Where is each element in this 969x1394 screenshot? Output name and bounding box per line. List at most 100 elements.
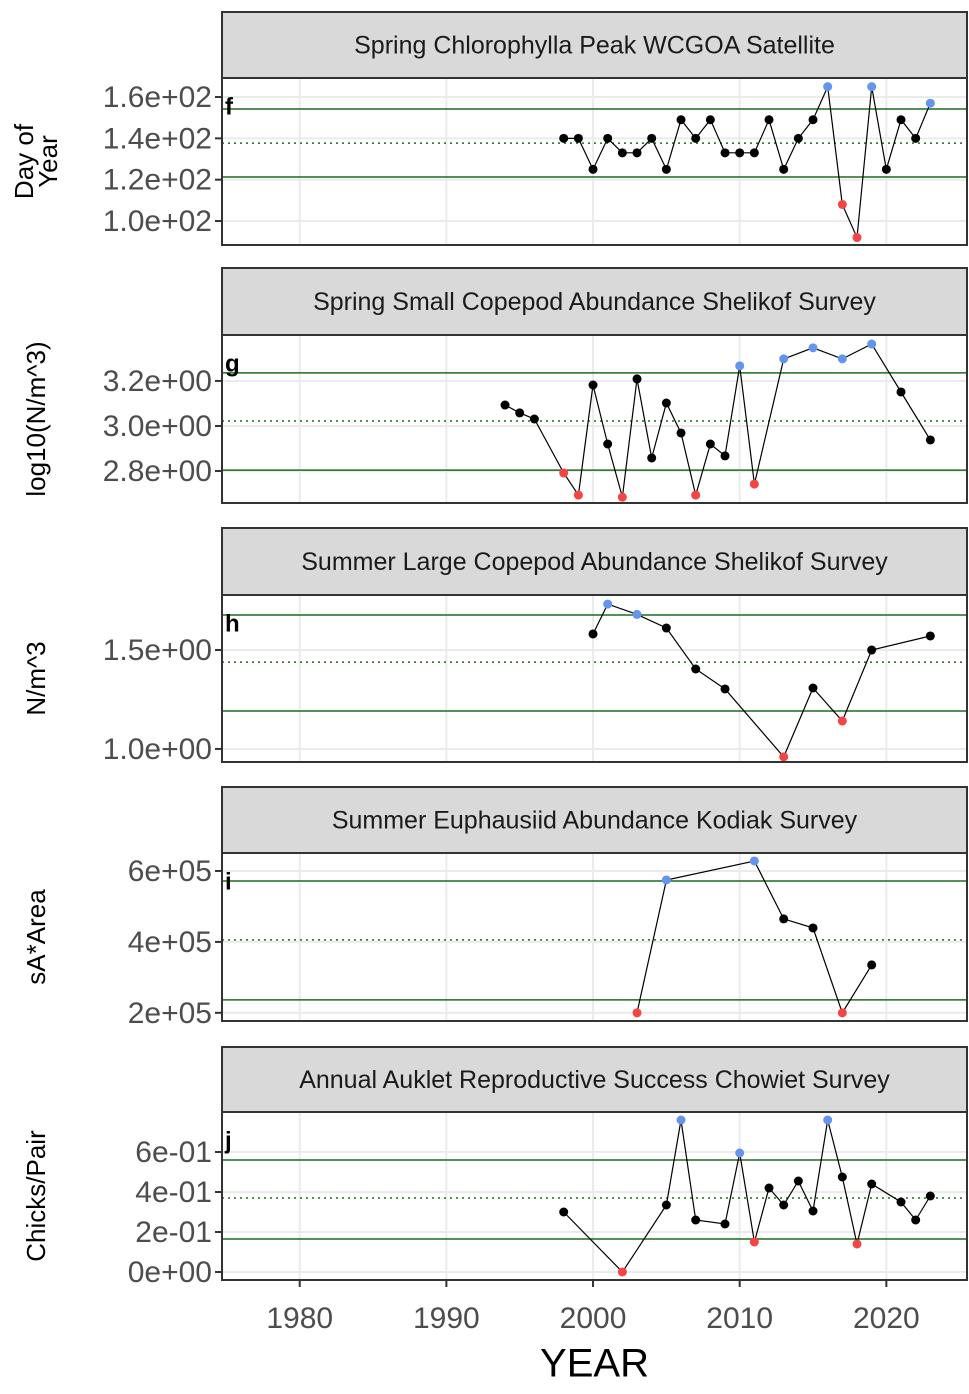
y-tick-label: 1.2e+02 xyxy=(103,164,212,197)
data-point xyxy=(808,923,818,933)
data-point xyxy=(823,1115,833,1125)
y-axis-label: Year xyxy=(33,135,63,188)
y-tick-label: 2e-01 xyxy=(135,1216,212,1249)
data-point xyxy=(691,1215,701,1225)
data-point xyxy=(793,133,803,143)
y-tick-label: 1.5e+00 xyxy=(103,634,212,667)
data-point xyxy=(676,115,686,125)
data-point xyxy=(603,439,613,449)
panel-annotation: h xyxy=(225,610,240,637)
data-point xyxy=(661,1200,671,1210)
y-tick-label: 6e-01 xyxy=(135,1136,212,1169)
panel-border xyxy=(221,334,968,504)
data-point xyxy=(588,629,598,639)
data-point xyxy=(896,115,906,125)
data-point xyxy=(705,115,715,125)
data-point xyxy=(720,684,730,694)
data-point xyxy=(632,148,642,158)
facet-title: Summer Large Copepod Abundance Shelikof … xyxy=(301,548,888,576)
x-axis-label: YEAR xyxy=(540,1342,649,1386)
data-point xyxy=(779,164,789,174)
data-point xyxy=(691,664,701,674)
data-point xyxy=(837,199,847,209)
y-tick-label: 2.8e+00 xyxy=(103,455,212,488)
x-tick-label: 2020 xyxy=(853,1302,920,1335)
data-point xyxy=(529,414,539,424)
data-point xyxy=(749,856,759,866)
y-tick-label: 4e+05 xyxy=(128,926,212,959)
data-point xyxy=(632,609,642,619)
data-point xyxy=(867,1179,877,1189)
data-point xyxy=(749,479,759,489)
panel-background xyxy=(222,78,967,245)
y-tick-label: 4e-01 xyxy=(135,1176,212,1209)
data-point xyxy=(764,1183,774,1193)
data-point xyxy=(559,1207,569,1217)
y-axis-label: sA*Area xyxy=(21,889,51,985)
data-point xyxy=(867,339,877,349)
data-point xyxy=(661,398,671,408)
facet-strip xyxy=(221,1046,968,1113)
data-point xyxy=(617,492,627,502)
y-tick-label: 1.6e+02 xyxy=(103,81,212,114)
data-point xyxy=(808,343,818,353)
y-tick-label: 3.0e+00 xyxy=(103,410,212,443)
data-point xyxy=(925,631,935,641)
y-tick-label: 1.0e+02 xyxy=(103,205,212,238)
facet-title: Spring Small Copepod Abundance Shelikof … xyxy=(313,288,876,316)
data-point xyxy=(559,133,569,143)
data-point xyxy=(837,1172,847,1182)
data-point xyxy=(632,1008,642,1018)
y-tick-label: 2e+05 xyxy=(128,997,212,1030)
data-point xyxy=(808,115,818,125)
data-point xyxy=(661,623,671,633)
data-point xyxy=(779,354,789,364)
data-point xyxy=(720,1219,730,1229)
data-point xyxy=(881,164,891,174)
x-tick-label: 1980 xyxy=(266,1302,333,1335)
panel-annotation: i xyxy=(225,868,232,895)
panel-annotation: f xyxy=(225,93,234,120)
data-point xyxy=(837,716,847,726)
data-point xyxy=(603,599,613,609)
facet-title: Summer Euphausiid Abundance Kodiak Surve… xyxy=(332,807,858,835)
data-point xyxy=(588,380,598,390)
data-point xyxy=(735,148,745,158)
panel-annotation: j xyxy=(224,1127,232,1154)
data-point xyxy=(749,1237,759,1247)
data-point xyxy=(852,1239,862,1249)
data-point xyxy=(867,645,877,655)
data-point xyxy=(573,490,583,500)
data-point xyxy=(779,752,789,762)
panel-annotation: g xyxy=(225,350,240,377)
y-tick-label: 0e+00 xyxy=(128,1256,212,1289)
data-point xyxy=(867,960,877,970)
panel-border xyxy=(221,77,968,246)
data-point xyxy=(911,1215,921,1225)
data-point xyxy=(896,387,906,397)
data-point xyxy=(676,1115,686,1125)
data-point xyxy=(588,164,598,174)
y-tick-label: 1.4e+02 xyxy=(103,122,212,155)
panel-border xyxy=(221,594,968,763)
y-axis-label: Chicks/Pair xyxy=(21,1130,51,1262)
data-point xyxy=(603,133,613,143)
panel-background xyxy=(222,595,967,762)
y-tick-label: 1.0e+00 xyxy=(103,733,212,766)
data-point xyxy=(925,435,935,445)
data-point xyxy=(647,133,657,143)
data-point xyxy=(617,148,627,158)
data-point xyxy=(720,148,730,158)
facet-strip xyxy=(221,527,968,596)
data-point xyxy=(573,133,583,143)
data-point xyxy=(925,1191,935,1201)
data-point xyxy=(632,374,642,384)
panel-background xyxy=(222,853,967,1021)
facet-strip xyxy=(221,267,968,336)
y-axis-label: log10(N/m^3) xyxy=(21,341,51,496)
y-tick-label: 3.2e+00 xyxy=(103,365,212,398)
data-point xyxy=(808,1206,818,1216)
data-point xyxy=(720,451,730,461)
data-point xyxy=(925,98,935,108)
